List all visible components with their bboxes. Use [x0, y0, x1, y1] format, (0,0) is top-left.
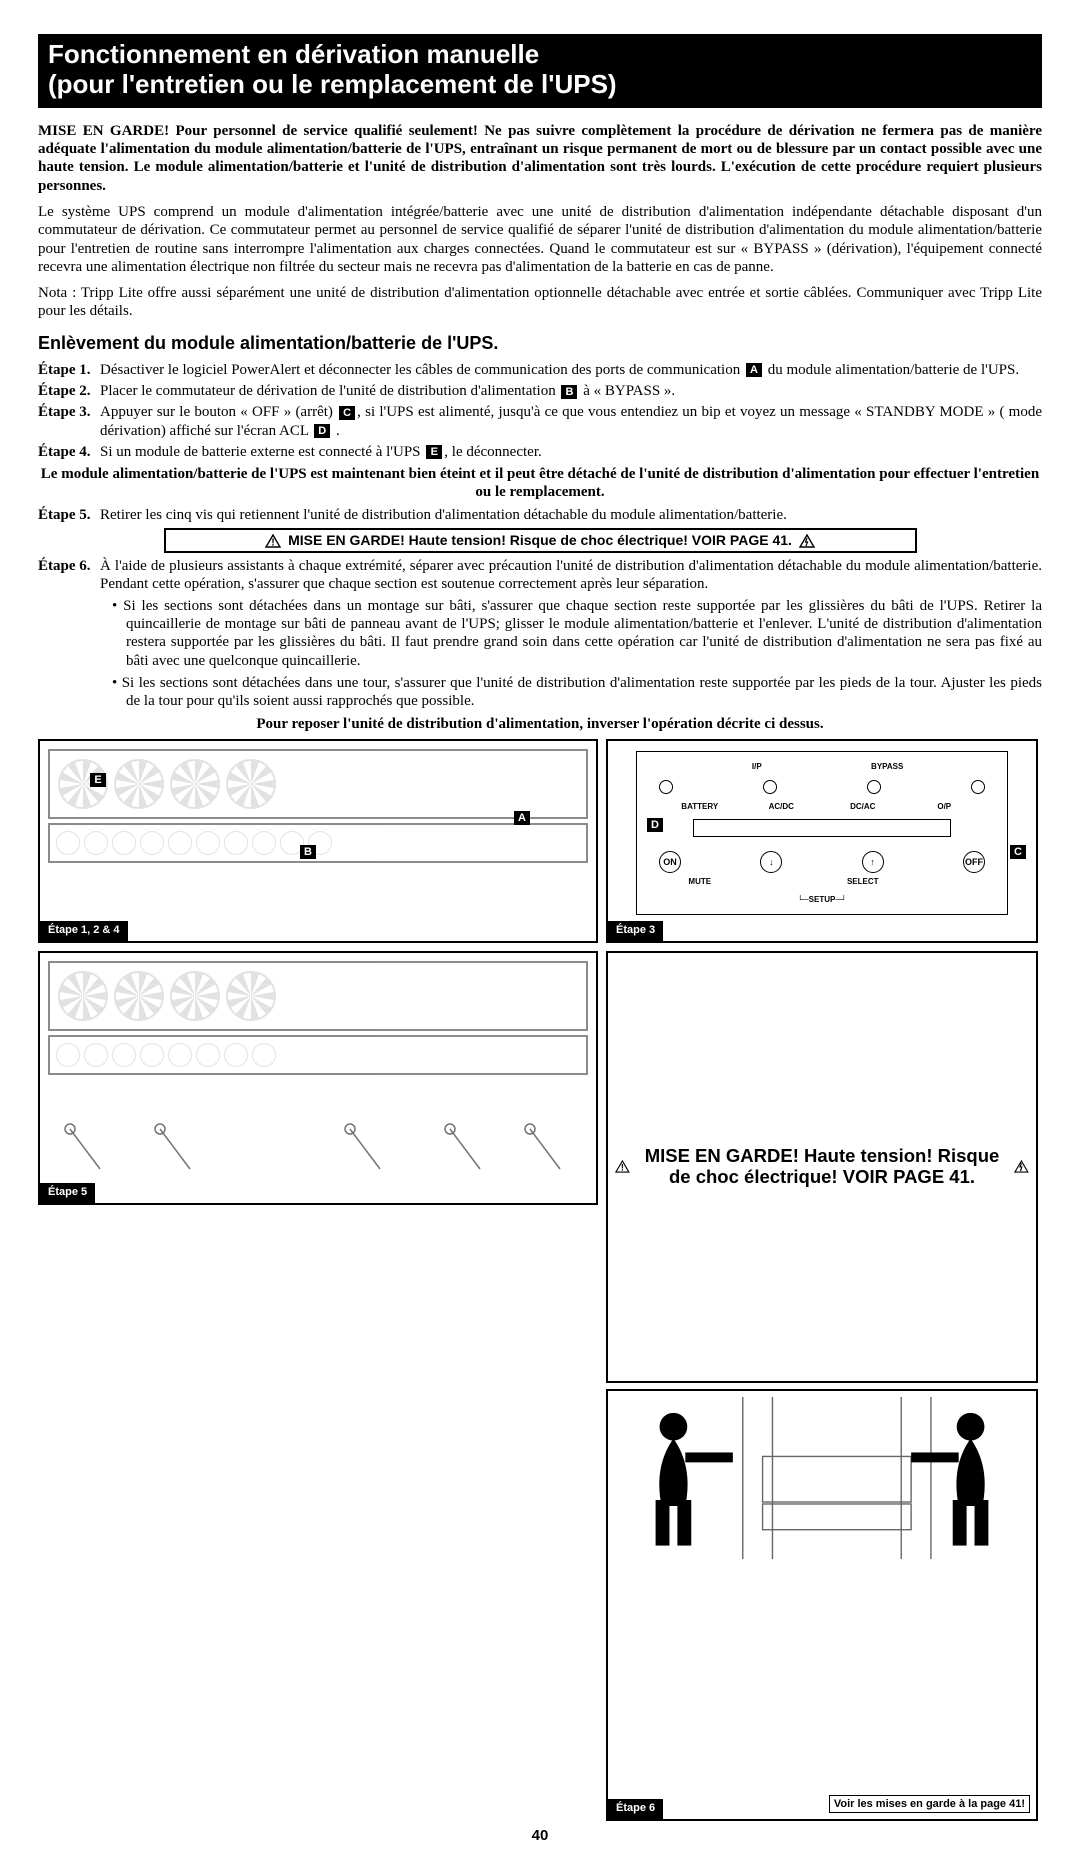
subheading: Enlèvement du module alimentation/batter… — [38, 333, 1042, 355]
fig1-caption: Étape 1, 2 & 4 — [40, 921, 128, 940]
step-5: Étape 5. Retirer les cinq vis qui retien… — [38, 506, 1042, 524]
figure-step5: Étape 5 — [38, 951, 598, 1205]
inline-warning-box: ! MISE EN GARDE! Haute tension! Risque d… — [164, 528, 917, 553]
intro-warning: MISE EN GARDE! Pour personnel de service… — [38, 122, 1042, 195]
step-6: Étape 6. À l'aide de plusieurs assistant… — [38, 557, 1042, 594]
screws-icon — [50, 1119, 570, 1179]
warning-icon — [799, 534, 815, 548]
warning-icon: ! — [265, 534, 281, 548]
paragraph-1: Le système UPS comprend un module d'alim… — [38, 203, 1042, 276]
ref-D: D — [314, 424, 330, 438]
figure-step3: I/P BYPASS BATTERY AC/DC DC/AC O/P D ON … — [606, 739, 1038, 943]
warning-icon: ! — [615, 1155, 630, 1178]
step-1: Étape 1. Désactiver le logiciel PowerAle… — [38, 361, 1042, 379]
step-2: Étape 2. Placer le commutateur de dériva… — [38, 382, 1042, 400]
svg-text:!: ! — [621, 1163, 624, 1173]
final-bold-note: Pour reposer l'unité de distribution d'a… — [38, 715, 1042, 733]
rack-install-icon — [614, 1397, 1030, 1559]
title-line1: Fonctionnement en dérivation manuelle — [48, 40, 1032, 70]
fig4-caption: Étape 6 — [608, 1799, 663, 1818]
off-button: OFF — [963, 851, 985, 873]
fig2-caption: Étape 3 — [608, 921, 663, 940]
fig4-inside-note: Voir les mises en garde à la page 41! — [829, 1795, 1030, 1813]
step-3: Étape 3. Appuyer sur le bouton « OFF » (… — [38, 403, 1042, 440]
mid-bold-note: Le module alimentation/batterie de l'UPS… — [38, 465, 1042, 502]
ref-A: A — [746, 363, 762, 377]
ref-C: C — [339, 406, 355, 420]
figure-step124: E A B Étape 1, 2 & 4 — [38, 739, 598, 943]
figures: E A B Étape 1, 2 & 4 I/P BYPASS BATTERY — [38, 739, 1042, 1821]
fig3-caption: Étape 5 — [40, 1183, 95, 1202]
section-title: Fonctionnement en dérivation manuelle (p… — [38, 34, 1042, 108]
svg-text:!: ! — [272, 538, 275, 549]
page-number: 40 — [38, 1827, 1042, 1845]
paragraph-2: Nota : Tripp Lite offre aussi séparément… — [38, 284, 1042, 321]
on-button: ON — [659, 851, 681, 873]
step-4: Étape 4. Si un module de batterie extern… — [38, 443, 1042, 461]
title-line2: (pour l'entretien ou le remplacement de … — [48, 70, 1032, 100]
bullet-2: • Si les sections sont détachées dans un… — [126, 674, 1042, 711]
big-warning-box: ! MISE EN GARDE! Haute tension! Risque d… — [606, 951, 1038, 1383]
shock-icon — [1014, 1155, 1029, 1178]
figure-step6: Voir les mises en garde à la page 41! Ét… — [606, 1389, 1038, 1821]
bullet-1: • Si les sections sont détachées dans un… — [126, 597, 1042, 670]
ref-E: E — [426, 445, 442, 459]
ref-B: B — [561, 385, 577, 399]
